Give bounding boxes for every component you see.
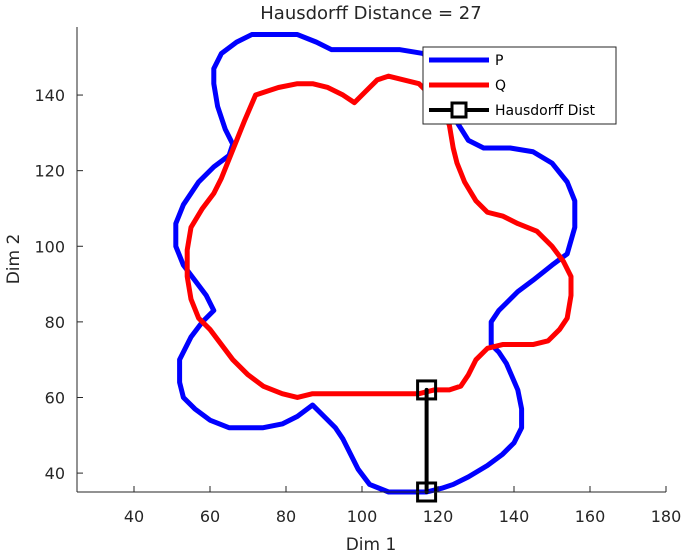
x-tick-label: 140 — [499, 507, 530, 526]
x-tick-label: 180 — [651, 507, 682, 526]
x-tick-label: 120 — [423, 507, 454, 526]
legend: PQ Hausdorff Dist — [422, 46, 617, 125]
axes — [76, 27, 666, 493]
y-tick-label: 120 — [34, 162, 65, 181]
series-q-line — [184, 73, 574, 400]
x-tick-label: 60 — [200, 507, 220, 526]
x-tick-label: 100 — [347, 507, 378, 526]
y-tick-label: 60 — [45, 388, 65, 407]
series-hausdorff-dist-marker — [416, 379, 438, 401]
legend-label-q: Q — [495, 78, 506, 94]
y-tick-label: 140 — [34, 86, 65, 105]
chart-title: Hausdorff Distance = 27 — [260, 3, 481, 24]
x-tick-label: 160 — [575, 507, 606, 526]
x-tick-label: 40 — [124, 507, 144, 526]
legend-label-hausdorff-dist: Hausdorff Dist — [495, 103, 596, 119]
ticks: 40 60 80 100 120 140 160 180 40 60 80 100 120 140 — [34, 86, 681, 526]
legend-label-p: P — [495, 53, 503, 69]
y-axis-label: Dim 2 — [4, 234, 24, 285]
y-tick-label: 100 — [34, 237, 65, 256]
y-tick-label: 80 — [45, 313, 65, 332]
x-axis-label: Dim 1 — [346, 535, 397, 555]
legend-entries: PQ Hausdorff Dist — [429, 53, 596, 119]
legend-marker-hausdorff-dist — [450, 101, 468, 119]
y-tick-label: 40 — [45, 464, 65, 483]
x-tick-label: 80 — [276, 507, 296, 526]
